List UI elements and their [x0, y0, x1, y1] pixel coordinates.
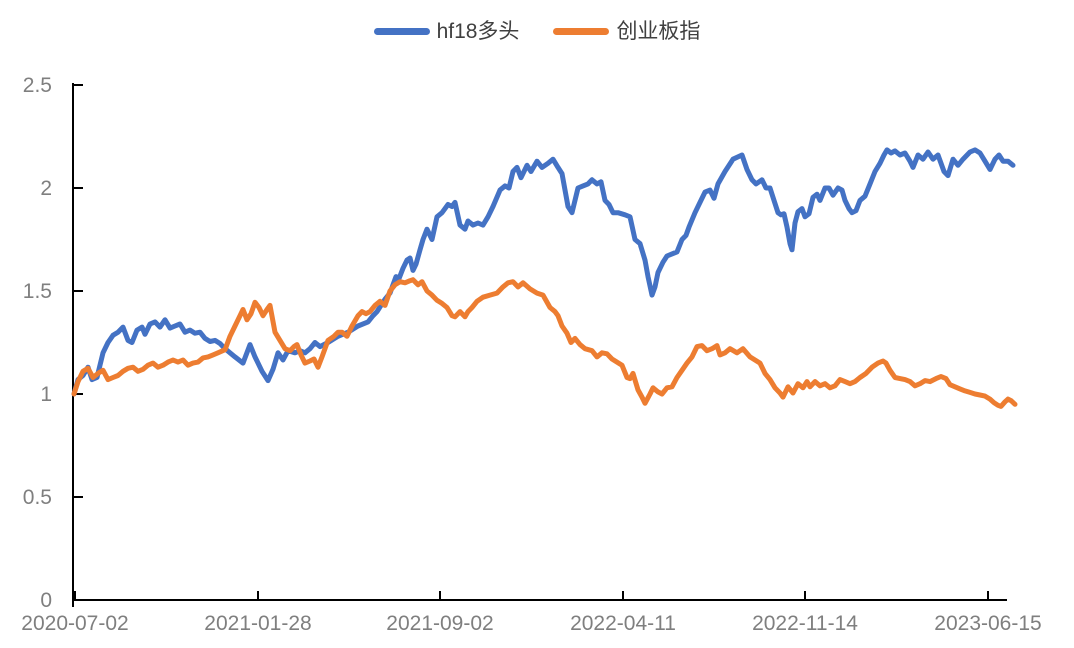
legend-line-marker-orange	[553, 28, 610, 35]
y-axis-tick-label: 2	[40, 177, 52, 200]
x-axis-tick-label: 2023-06-15	[934, 612, 1041, 635]
legend-item-hf18: hf18多头	[373, 20, 520, 43]
legend-label-hf18: hf18多头	[436, 20, 520, 43]
x-axis-tick-label: 2022-04-11	[570, 612, 676, 635]
series-line-chinext-index	[71, 277, 1018, 409]
x-axis-tick-label: 2021-01-28	[204, 612, 311, 635]
y-axis-tick-label: 0.5	[23, 486, 52, 509]
x-axis-tick-label: 2021-09-02	[386, 612, 493, 635]
y-axis-tick-label: 1	[40, 383, 52, 406]
legend-item-chuangyeban: 创业板指	[553, 21, 700, 42]
x-axis-tick-label: 2022-11-14	[752, 612, 858, 635]
legend: hf18多头 创业板指	[0, 21, 1074, 42]
y-axis-tick-label: 0	[40, 589, 52, 612]
x-axis-tick-label: 2020-07-02	[21, 612, 128, 635]
y-axis-tick-label: 2.5	[23, 74, 52, 97]
legend-label-chuangyeban: 创业板指	[616, 20, 701, 43]
y-axis-tick-label: 1.5	[23, 280, 52, 303]
series-line-hf18-long	[71, 147, 1016, 397]
legend-line-marker-blue	[373, 28, 430, 35]
